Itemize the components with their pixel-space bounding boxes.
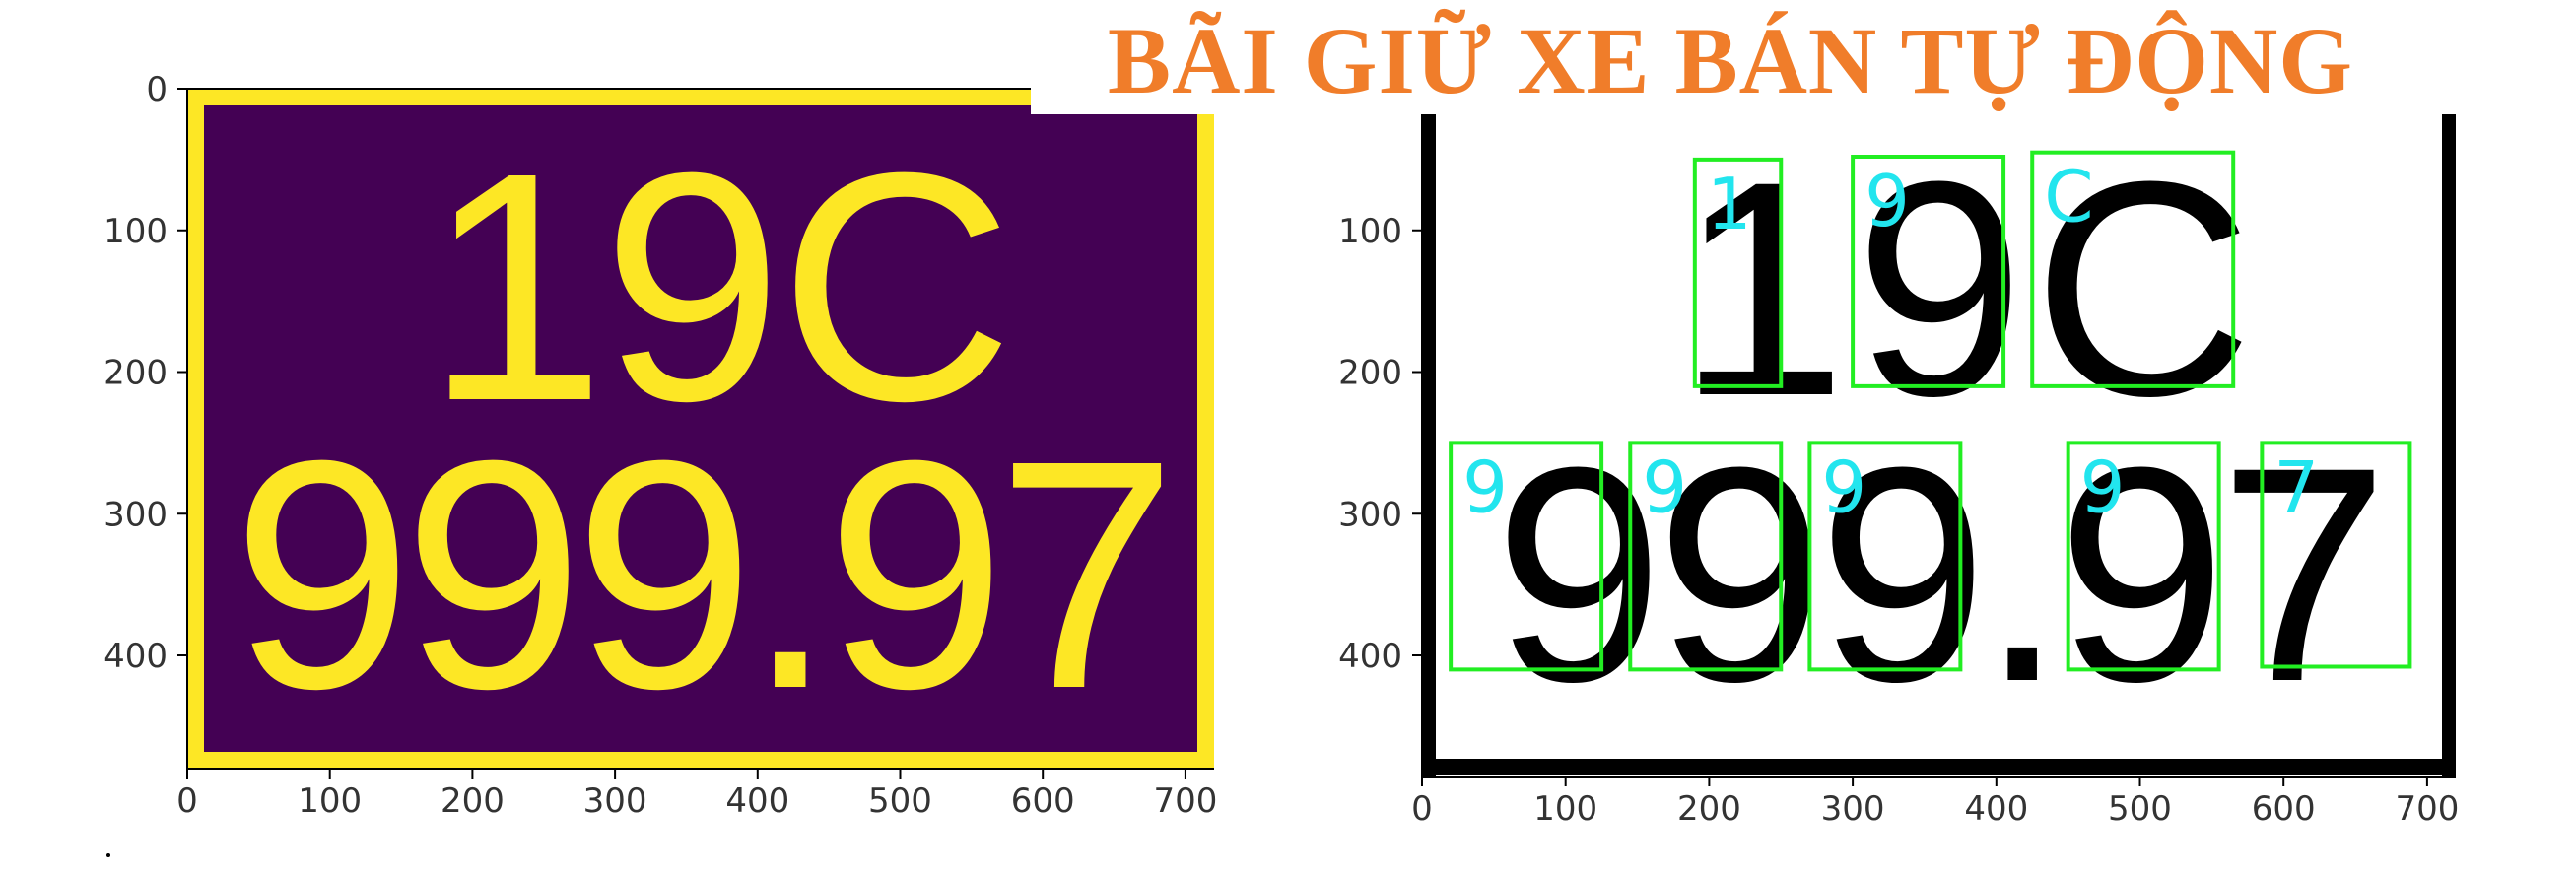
char-box-6: [1807, 441, 1963, 672]
right-y-tick-label: 100: [1338, 212, 1402, 251]
left-x-tick-label: 700: [1153, 782, 1217, 821]
char-label-1: 1: [1707, 163, 1752, 245]
left-plot: 19C 999.97 0 100 200 300 400 500 600 700 0 100 200…: [103, 70, 1217, 821]
right-x-tick-label: 700: [2395, 789, 2459, 829]
stray-dot: [106, 853, 110, 857]
right-y-tick-label: 300: [1338, 495, 1402, 534]
character-boxes: 1 9 C 9 9 9 9 7: [1449, 150, 2412, 672]
char-box-2: [1851, 155, 2006, 388]
right-x-tick-label: 100: [1533, 789, 1597, 829]
left-plate-line2: 999.97: [232, 392, 1167, 756]
right-x-tick-label: 0: [1411, 789, 1433, 829]
left-plate-line1: 19C: [425, 104, 1009, 468]
right-frame-left: [1422, 114, 1436, 777]
char-box-7: [2066, 441, 2221, 672]
page-title: BÃI GIỮ XE BÁN TỰ ĐỘNG: [1031, 0, 2430, 114]
left-y-tick-label: 0: [146, 70, 168, 109]
left-y-tick-label: 200: [103, 354, 168, 393]
right-x-tick-label: 600: [2252, 789, 2316, 829]
right-frame-bottom: [1422, 759, 2456, 775]
char-box-8: [2260, 441, 2412, 669]
left-x-tick-label: 0: [176, 782, 198, 821]
char-box-4: [1449, 441, 1604, 672]
right-x-tick-label: 500: [2108, 789, 2172, 829]
char-label-5: 9: [1642, 445, 1687, 528]
right-frame-right: [2442, 114, 2456, 777]
left-y-tick-label: 400: [103, 637, 168, 676]
right-x-tick-label: 300: [1821, 789, 1885, 829]
right-plot: 19C 999.97 1 9 C9 9 9 9 7 0 100 200 300 400 500 600 7…: [1338, 89, 2459, 829]
right-x-tick-label: 200: [1677, 789, 1741, 829]
left-plate-inner: [204, 105, 1197, 752]
char-box-1: [1692, 157, 1784, 388]
char-box-3: [2030, 150, 2236, 388]
char-box-5: [1628, 441, 1784, 672]
left-x-tick-label: 200: [441, 782, 505, 821]
right-y-tick-label: 400: [1338, 637, 1402, 676]
char-label-8: 7: [2273, 445, 2319, 528]
left-x-tick-label: 300: [583, 782, 647, 821]
right-plate-line2: 999.97: [1494, 403, 2381, 745]
right-x-tick-label: 400: [1964, 789, 2028, 829]
right-axes: 0 100 200 300 400 500 600 700 100 200 300 400: [1338, 89, 2459, 829]
left-y-tick-label: 100: [103, 212, 168, 251]
left-x-tick-label: 600: [1011, 782, 1075, 821]
left-x-tick-label: 400: [725, 782, 789, 821]
char-label-7: 9: [2080, 445, 2126, 528]
char-label-6: 9: [1821, 445, 1866, 528]
left-y-tick-label: 300: [103, 495, 168, 534]
left-x-tick-label: 500: [868, 782, 932, 821]
left-axes: 0 100 200 300 400 500 600 700 0 100 200 300 400: [103, 70, 1217, 821]
left-x-tick-label: 100: [298, 782, 362, 821]
right-plate-line1: 1 9 C: [1677, 117, 2262, 459]
right-y-tick-label: 200: [1338, 354, 1402, 393]
char-label-3: C: [2044, 156, 2093, 239]
char-label-2: 9: [1864, 160, 1910, 242]
char-label-4: 9: [1462, 445, 1508, 528]
